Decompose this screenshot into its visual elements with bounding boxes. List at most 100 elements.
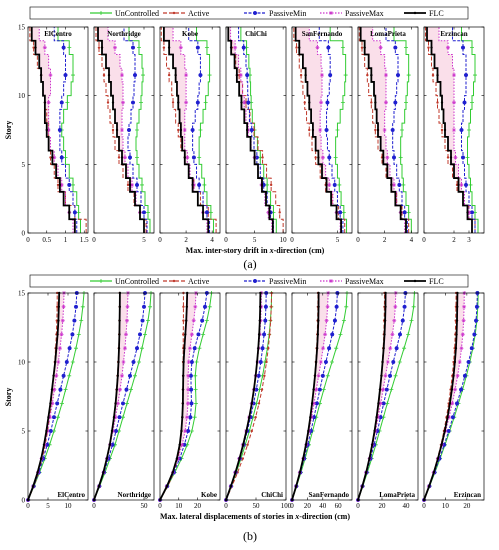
series-line [93, 292, 121, 501]
series-passivemin [53, 27, 78, 233]
data-point [57, 319, 60, 322]
data-point [265, 360, 268, 364]
data-point [317, 387, 322, 392]
legend-marker [329, 11, 333, 15]
series-passivemin [385, 27, 408, 233]
data-point [270, 305, 273, 308]
data-point [59, 155, 64, 160]
shaded-region [28, 293, 64, 500]
data-point [343, 73, 348, 78]
x-tick-label: 0 [356, 502, 360, 510]
series-flc [294, 27, 342, 233]
data-point [299, 73, 303, 77]
series-line [238, 27, 274, 233]
data-point [141, 210, 147, 215]
data-point [45, 128, 48, 132]
x-tick-label: 1.5 [80, 236, 89, 244]
legend-label: PassiveMax [345, 9, 384, 18]
legend-marker [329, 279, 333, 283]
data-point [453, 387, 458, 392]
data-point [320, 373, 325, 378]
data-point [326, 45, 331, 50]
data-point [314, 387, 319, 392]
panel-sanfernando: SanFernando 0 20 40 60 [289, 290, 353, 510]
data-point [312, 388, 315, 391]
series-line [225, 292, 262, 501]
data-point [51, 415, 57, 420]
data-point [117, 415, 122, 420]
data-point [102, 73, 106, 77]
data-point [112, 416, 116, 419]
data-point [304, 443, 308, 446]
data-point [443, 128, 447, 132]
axes-frame [291, 292, 353, 501]
legend: UnControlled Active PassiveMin PassiveMax FL… [29, 6, 469, 20]
data-point [141, 304, 147, 309]
data-point [254, 374, 257, 377]
data-point [102, 471, 105, 474]
data-point [240, 101, 243, 104]
data-point [452, 128, 456, 132]
data-point [474, 304, 479, 309]
data-point [127, 155, 133, 160]
panel-title: ChiChi [261, 491, 283, 499]
legend: UnControlled Active PassiveMin PassiveMax FL… [29, 274, 469, 288]
axes-frame [159, 26, 221, 234]
series-passivemax [224, 291, 264, 502]
data-point [117, 156, 121, 159]
data-point [63, 387, 68, 392]
data-point [204, 210, 210, 215]
x-axis-label-part: Max. inter-story drift in [186, 246, 270, 255]
data-point [114, 402, 117, 405]
panel-northridge: Northridge 0 5 [92, 26, 155, 244]
x-tick-label: 0 [26, 236, 30, 244]
data-point [130, 45, 136, 50]
series-line [291, 292, 348, 501]
data-point [208, 210, 213, 215]
series-line [452, 27, 476, 233]
data-point [254, 416, 257, 419]
data-point [390, 332, 395, 337]
data-point [48, 73, 53, 78]
data-point [76, 332, 81, 337]
legend-item: UnControlled [90, 277, 159, 286]
data-point [278, 211, 281, 214]
data-point [71, 182, 75, 187]
x-axis-label: Max. inter-story drift in x-direction (c… [186, 246, 325, 255]
series-line [93, 292, 146, 501]
data-point [321, 387, 326, 392]
x-tick-label: 5 [142, 236, 146, 244]
data-point [455, 373, 460, 378]
data-point [182, 128, 187, 132]
data-point [318, 128, 323, 132]
data-point [115, 388, 119, 391]
x-tick-label: 20 [194, 502, 202, 510]
data-point [317, 156, 320, 159]
data-point [118, 387, 122, 392]
series-flc [97, 27, 145, 233]
data-point [263, 318, 268, 323]
data-point [120, 73, 124, 78]
axes-frame [27, 26, 89, 234]
data-point [123, 155, 127, 160]
data-point [46, 100, 51, 105]
data-point [383, 333, 386, 336]
data-point [204, 318, 209, 323]
legend-marker [252, 278, 258, 284]
data-point [301, 457, 305, 460]
data-point [134, 182, 140, 187]
data-point [470, 100, 474, 105]
data-point [370, 73, 373, 77]
x-tick-label: 20 [304, 502, 312, 510]
data-point [241, 457, 244, 460]
axes-frame [27, 292, 89, 501]
data-point [124, 387, 129, 392]
x-tick-label: 5 [46, 502, 50, 510]
series-line [225, 292, 273, 501]
data-point [117, 360, 120, 364]
data-point [61, 45, 66, 50]
data-point [462, 100, 467, 105]
series-passivemin [318, 27, 344, 233]
data-point [375, 416, 378, 419]
data-point [402, 210, 407, 215]
